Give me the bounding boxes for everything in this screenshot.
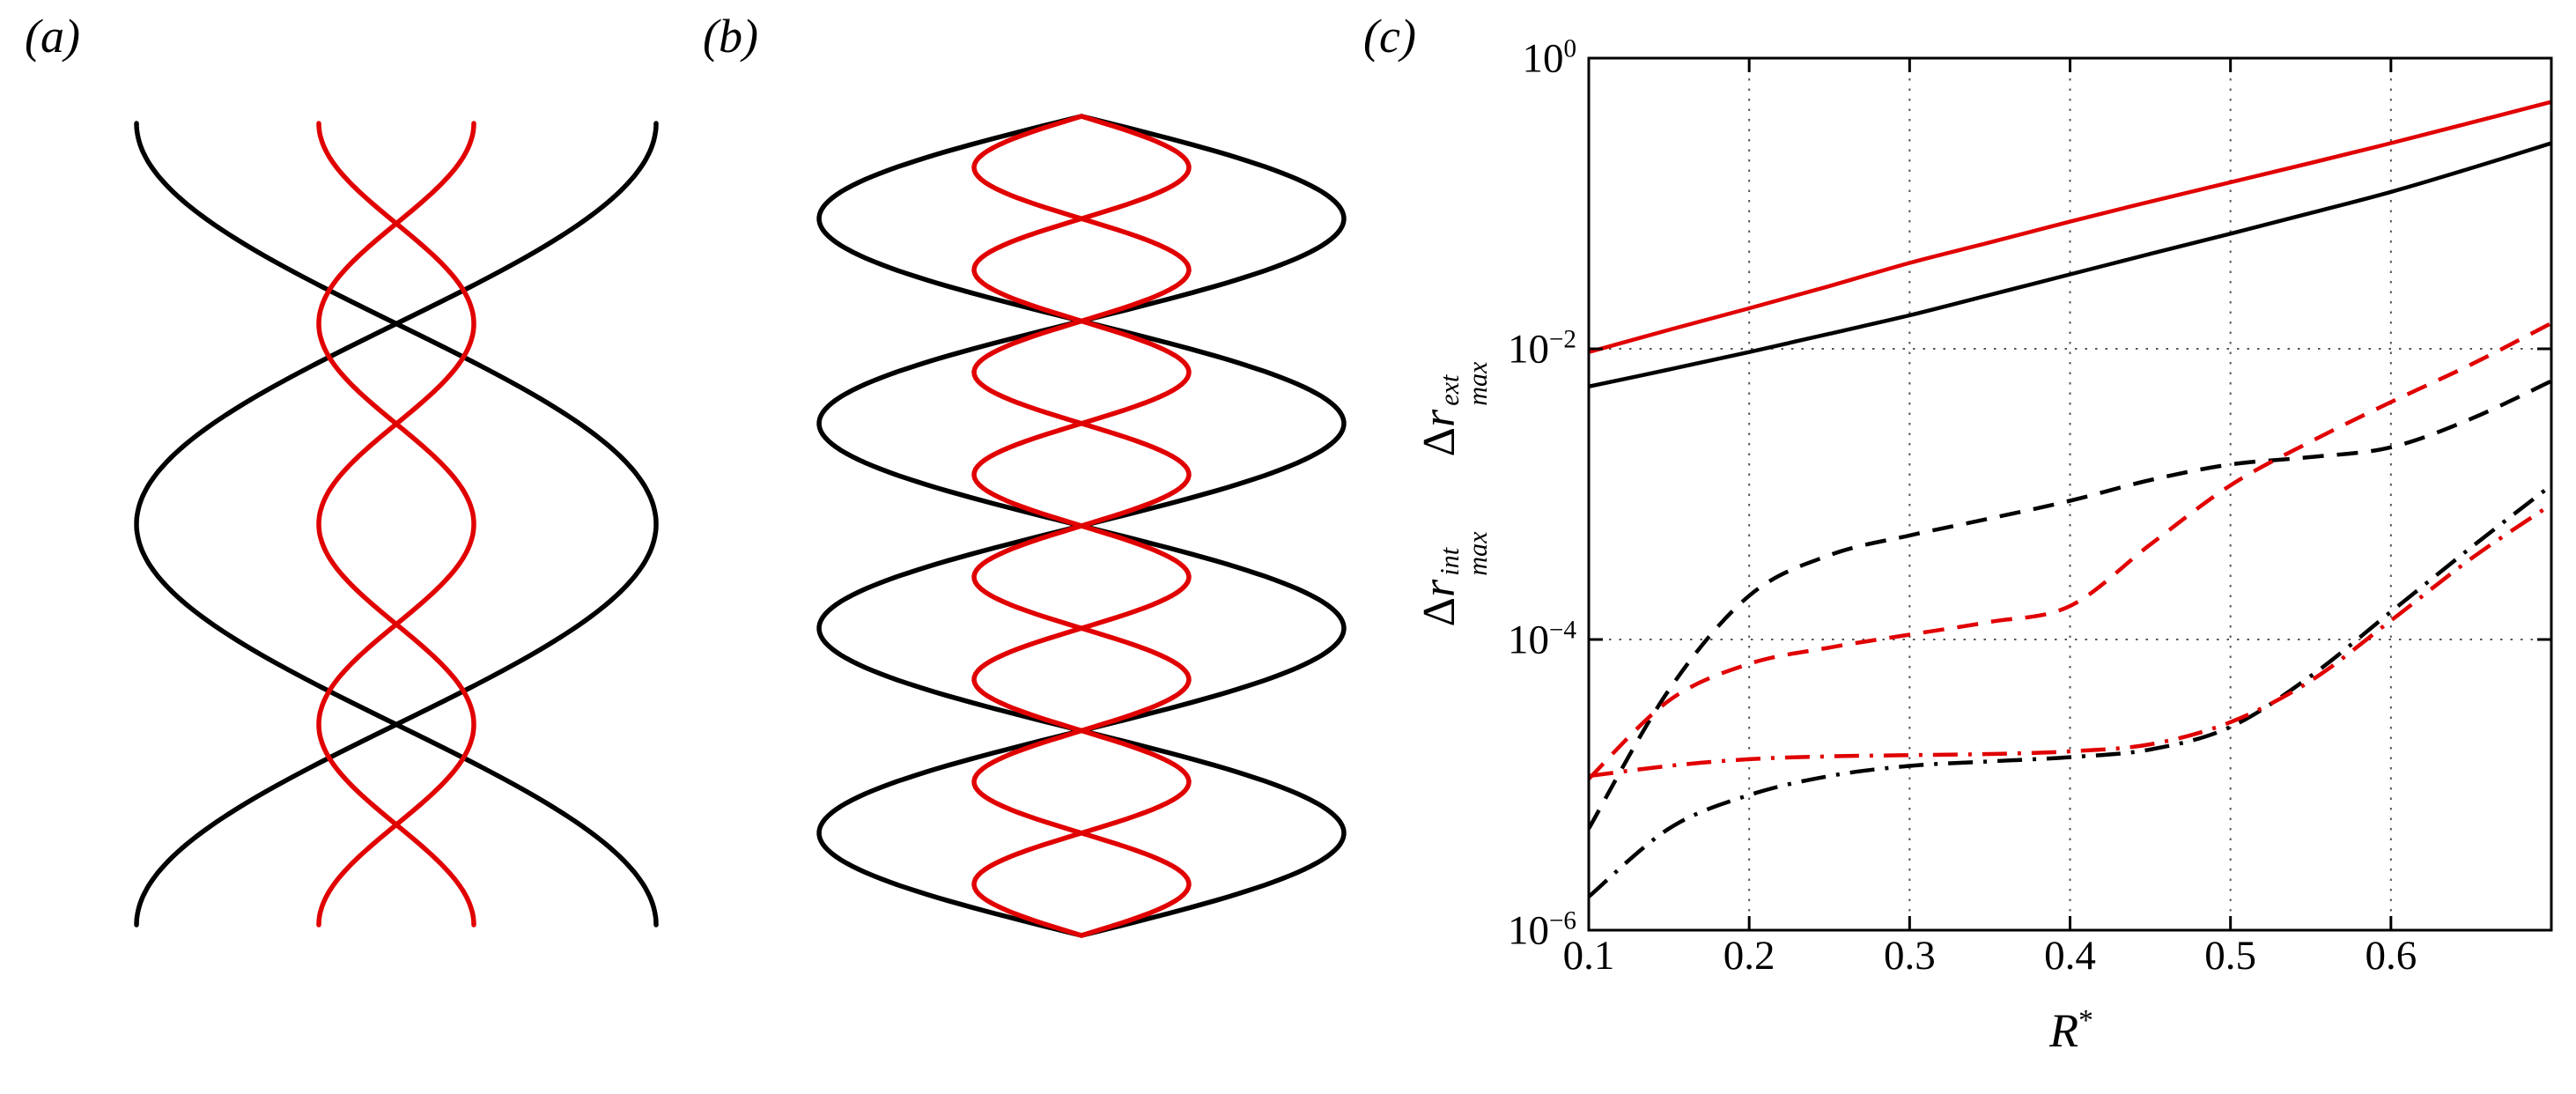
y-tick-label: 10−4 — [1508, 616, 1576, 663]
series-solid-red — [1589, 100, 2551, 354]
panel-c-frame — [1587, 56, 2553, 932]
x-tick-label: 0.3 — [1883, 933, 1936, 979]
panel-c-series — [1589, 100, 2551, 898]
x-tick-label: 0.1 — [1562, 933, 1615, 979]
x-axis-symbol: R — [2049, 1004, 2079, 1057]
x-tick-label: 0.5 — [2204, 933, 2257, 979]
x-tick-label: 0.6 — [2365, 933, 2417, 979]
y-axis-label: Δr int max Δr ext max — [1414, 361, 1494, 627]
inner-red-helix-strand-2 — [316, 121, 476, 928]
subscript-max: max — [1463, 361, 1494, 406]
series-solid-black — [1589, 141, 2551, 389]
ext-max-script: ext max — [1434, 361, 1494, 406]
x-tick-label: 0.4 — [2044, 933, 2096, 979]
x-axis-label: R* — [2049, 1006, 2093, 1054]
y-tick-label: 10−6 — [1508, 906, 1576, 954]
panel-c-grid — [1589, 58, 2551, 930]
r-symbol: r — [1414, 579, 1465, 597]
inner-red-helix-strand-1 — [316, 121, 476, 928]
series-dashed-red — [1589, 321, 2551, 780]
panel-a-label: (a) — [25, 10, 80, 63]
y-tick-label: 100 — [1522, 34, 1576, 82]
x-tick-label: 0.2 — [1723, 933, 1775, 979]
subscript-max: max — [1463, 531, 1494, 576]
panel-b-label: (b) — [703, 10, 758, 63]
int-max-script: int max — [1434, 531, 1494, 576]
panel-b-helix — [816, 114, 1347, 938]
outer-black-helix-strand-1 — [134, 121, 659, 928]
y-axis-label-int: Δr int max — [1414, 531, 1494, 627]
inner-red-helix-strand-2 — [971, 114, 1192, 938]
delta-symbol: Δ — [1414, 597, 1465, 627]
series-dashdot-red — [1589, 502, 2551, 779]
y-axis-label-ext: Δr ext max — [1414, 361, 1494, 457]
delta-symbol: Δ — [1414, 427, 1465, 457]
panel-c-label: (c) — [1363, 10, 1416, 63]
r-symbol: r — [1414, 409, 1465, 428]
superscript-ext: ext — [1434, 374, 1465, 406]
panel-a-helix — [134, 121, 659, 928]
outer-black-helix-strand-2 — [134, 121, 659, 928]
series-dashdot-black — [1589, 484, 2551, 898]
y-tick-label: 10−2 — [1508, 325, 1576, 373]
superscript-int: int — [1434, 547, 1465, 576]
series-dashed-black — [1589, 379, 2551, 830]
x-axis-superscript: * — [2078, 1004, 2093, 1037]
